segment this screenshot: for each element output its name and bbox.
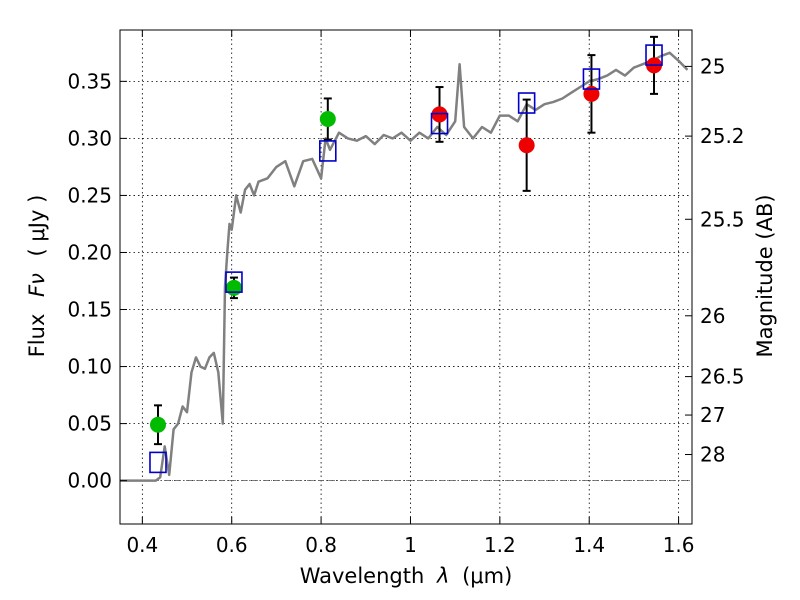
y-tick-label-6: 0.30 [67,126,112,150]
x-tick-label-6: 1.6 [663,533,695,557]
observed-point-green-0 [149,416,166,433]
observed-point-green-2 [319,110,336,127]
x-axis-label: Wavelength λ (μm) [300,564,513,588]
model-point-4 [517,92,536,114]
plot-frame [119,29,693,525]
x-tick-label-3: 1 [404,533,417,557]
y-axis-label-text: Flux [25,314,49,358]
error-bars [153,35,659,446]
x-axis-label-text: Wavelength [300,564,425,588]
mag-tick-label-4: 26.5 [700,365,745,389]
y-tick-label-1: 0.05 [67,412,112,436]
y-axis-label-symbol: Fν [25,273,49,297]
observed-point-red-3 [431,106,448,123]
model-points [149,44,663,474]
magnitude-tick-labels: 25 25.2 25.5 26 26.5 27 28 [700,54,745,466]
model-point-6 [645,44,663,66]
x-tick-label-1: 0.6 [216,533,248,557]
x-tick-label-0: 0.4 [126,533,158,557]
grid-lines [120,30,692,524]
x-axis-label-symbol: λ [436,564,449,588]
y-tick-label-3: 0.15 [67,298,112,322]
model-point-3 [430,112,449,135]
model-point-2 [318,140,337,162]
spectrum-line [120,51,689,482]
axis-ticks [120,30,692,524]
mag-tick-label-5: 27 [700,403,725,427]
y-tick-label-2: 0.10 [67,355,112,379]
y-tick-label-0: 0.00 [67,469,112,493]
x-tick-label-5: 1.4 [573,533,605,557]
mag-tick-label-2: 25.5 [700,207,745,231]
y-axis-label: Flux Fν ( μJy ) [25,195,49,358]
y-tick-label-7: 0.35 [67,69,112,93]
mag-tick-label-1: 25.2 [700,124,745,148]
y-tick-label-5: 0.25 [67,183,112,207]
right-axis-label: Magnitude (AB) [753,194,777,357]
model-point-1 [225,271,243,293]
x-tick-label-2: 0.8 [305,533,337,557]
spectrum-series [120,51,689,482]
y-tick-labels: 0.00 0.05 0.10 0.15 0.20 0.25 0.30 0.35 [67,69,112,492]
x-tick-label-4: 1.2 [484,533,516,557]
mag-tick-label-0: 25 [700,54,725,78]
model-point-5 [582,68,601,90]
observed-point-red-4 [518,137,535,154]
y-tick-label-4: 0.20 [67,240,112,264]
model-point-0 [149,451,167,474]
mag-tick-label-6: 28 [700,443,725,467]
x-tick-labels: 0.4 0.6 0.8 1 1.2 1.4 1.6 [126,533,694,557]
x-axis-label-unit: (μm) [462,564,512,588]
observed-point-red-5 [583,85,600,102]
mag-tick-label-3: 26 [700,304,725,328]
y-axis-label-unit: ( μJy ) [25,195,49,257]
observed-point-green-1 [225,279,242,296]
